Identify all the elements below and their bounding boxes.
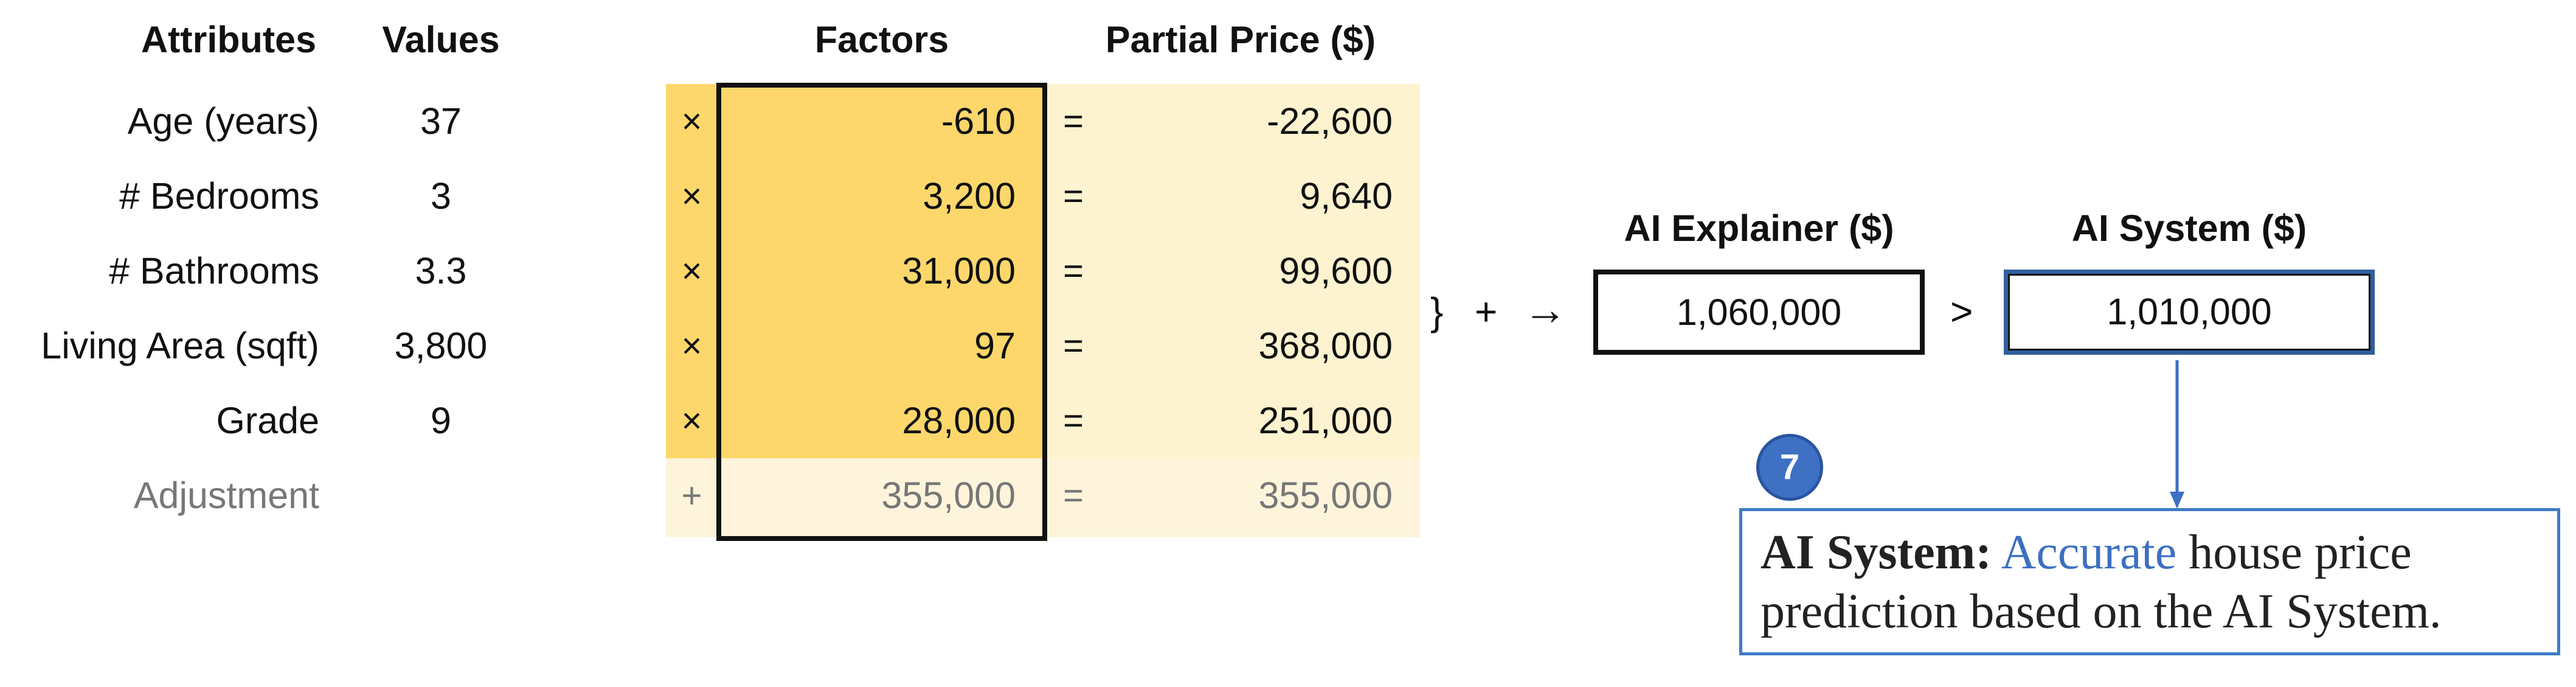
callout-box: AI System: Accurate house price predicti…	[1739, 508, 2560, 655]
attribute-label: Grade	[216, 400, 319, 441]
partial-price-value: -22,600	[1267, 100, 1393, 142]
system-value: 1,010,000	[2107, 291, 2272, 332]
multiply-operator: ×	[681, 251, 702, 291]
explainer-value: 1,060,000	[1676, 291, 1842, 333]
callout-bold-text: AI System:	[1761, 526, 1992, 579]
factor-value: 97	[974, 325, 1016, 366]
partial-price-value: 99,600	[1279, 250, 1393, 291]
attribute-label: # Bedrooms	[119, 175, 319, 217]
partial-price-value: 251,000	[1258, 400, 1393, 441]
factor-value: -610	[941, 100, 1016, 142]
factor-column-fill	[718, 84, 1046, 458]
attribute-value: 37	[420, 100, 462, 142]
multiply-operator: ×	[681, 102, 702, 141]
equals-operator: =	[1063, 251, 1084, 291]
attribute-label: Age (years)	[127, 100, 319, 142]
callout-accent-text: Accurate	[2001, 526, 2177, 579]
equals-operator: =	[1063, 176, 1084, 216]
attribute-value: 3	[431, 175, 451, 217]
multiply-operator: ×	[681, 326, 702, 366]
factor-value: 3,200	[923, 175, 1016, 217]
factors-outline	[716, 83, 1047, 541]
factor-value: 31,000	[902, 250, 1016, 291]
step-badge: 7	[1756, 434, 1823, 501]
header-values: Values	[382, 19, 500, 60]
greater-than-symbol: >	[1950, 290, 1973, 333]
callout-body-text: house price prediction based on the AI S…	[1761, 526, 2442, 638]
arrow-symbol: →	[1523, 285, 1567, 334]
equals-operator: =	[1063, 476, 1084, 515]
adjustment-partial-price: 355,000	[1258, 475, 1393, 516]
plus-operator: +	[681, 476, 702, 515]
attribute-value: 3.3	[415, 250, 467, 291]
attribute-label: Living Area (sqft)	[41, 325, 319, 366]
attribute-label: # Bathrooms	[109, 250, 319, 291]
explainer-value-box: 1,060,000	[1593, 270, 1925, 355]
explainer-title: AI Explainer ($)	[1624, 207, 1894, 249]
factor-value: 28,000	[902, 400, 1016, 441]
attribute-value: 9	[431, 400, 451, 441]
partial-column-fill	[1046, 84, 1420, 458]
plus-symbol: +	[1475, 290, 1498, 333]
operator-column-fill	[666, 84, 718, 458]
header-attributes: Attributes	[140, 19, 316, 60]
header-partial-price: Partial Price ($)	[1105, 19, 1376, 60]
adjustment-factor: 355,000	[881, 475, 1016, 516]
connector-arrow	[2170, 360, 2184, 509]
system-value-box: 1,010,000	[2004, 270, 2375, 355]
header-factors: Factors	[814, 19, 949, 60]
equals-operator: =	[1063, 102, 1084, 141]
multiply-operator: ×	[681, 401, 702, 441]
partial-price-value: 9,640	[1300, 175, 1393, 217]
adjustment-label: Adjustment	[133, 475, 319, 516]
system-title: AI System ($)	[2071, 207, 2307, 249]
multiply-operator: ×	[681, 176, 702, 216]
brace-symbol: }	[1430, 290, 1444, 333]
partial-price-value: 368,000	[1258, 325, 1393, 366]
equals-operator: =	[1063, 401, 1084, 441]
attribute-value: 3,800	[394, 325, 488, 366]
equals-operator: =	[1063, 326, 1084, 366]
